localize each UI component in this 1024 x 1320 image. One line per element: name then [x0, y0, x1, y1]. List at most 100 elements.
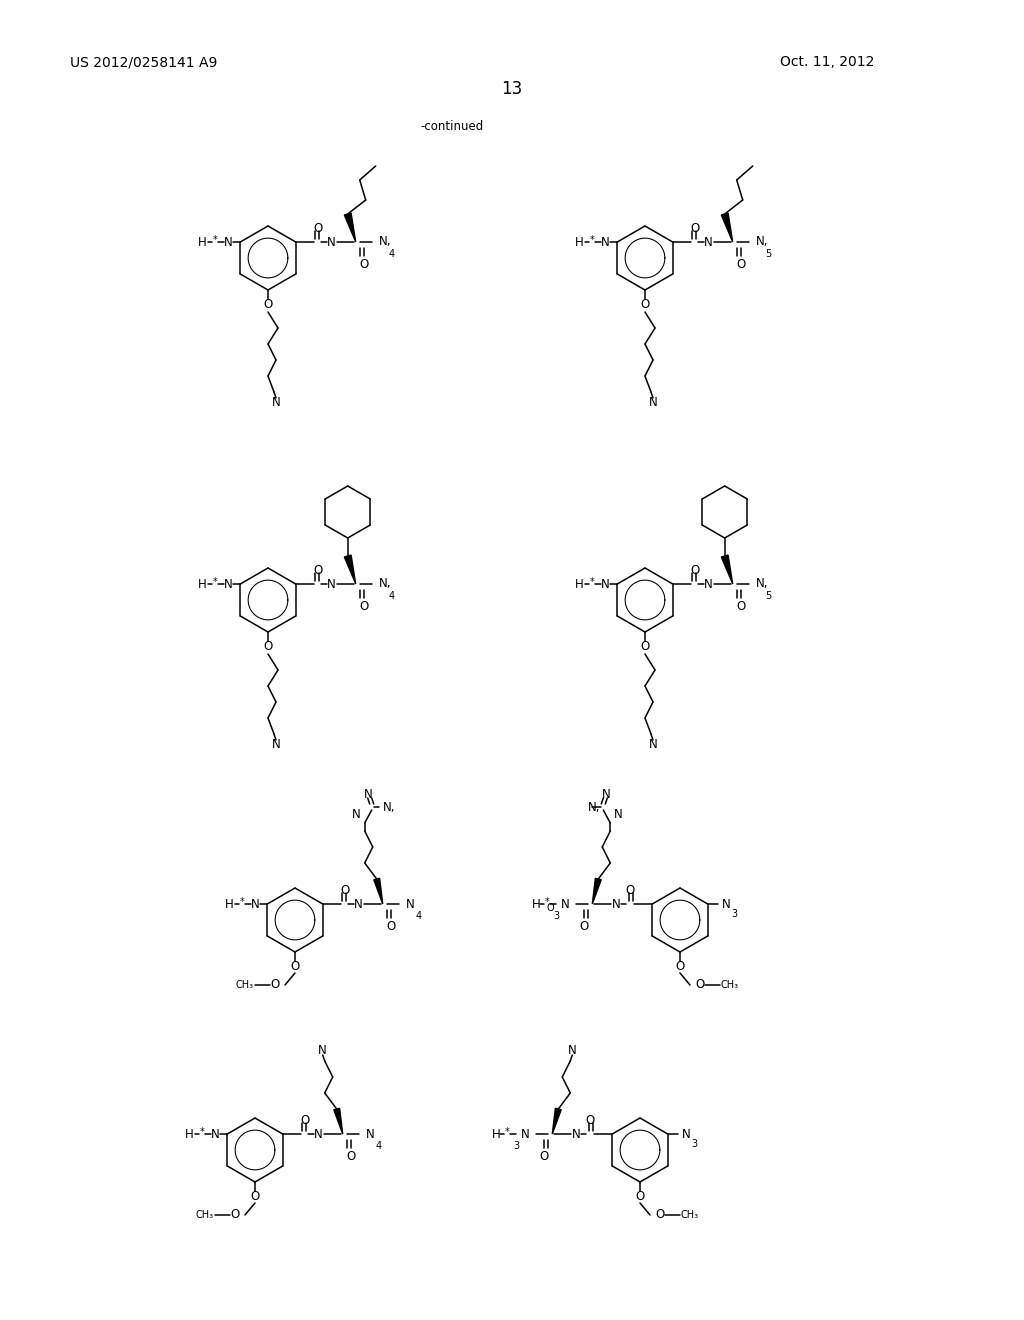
Text: N: N — [352, 808, 361, 821]
Text: N: N — [251, 898, 260, 911]
Polygon shape — [374, 878, 383, 904]
Text: 4: 4 — [389, 249, 395, 259]
Text: N: N — [211, 1127, 220, 1140]
Text: 4: 4 — [416, 911, 422, 921]
Text: O: O — [640, 298, 649, 312]
Text: H: H — [492, 1127, 501, 1140]
Text: N: N — [572, 1127, 581, 1140]
Text: N,: N, — [379, 235, 391, 248]
Text: CH₃: CH₃ — [196, 1210, 214, 1220]
Text: O: O — [540, 1150, 549, 1163]
Text: H: H — [185, 1127, 194, 1140]
Text: N: N — [722, 898, 730, 911]
Text: O: O — [313, 564, 323, 577]
Text: 3: 3 — [513, 1140, 519, 1151]
Text: O: O — [586, 1114, 595, 1126]
Text: N: N — [224, 578, 232, 590]
Text: H: H — [198, 578, 207, 590]
Text: 3: 3 — [732, 909, 737, 919]
Text: CH₃: CH₃ — [721, 979, 739, 990]
Text: O: O — [580, 920, 589, 932]
Text: -continued: -continued — [420, 120, 483, 133]
Polygon shape — [552, 1109, 561, 1134]
Polygon shape — [592, 878, 601, 904]
Text: O: O — [655, 1209, 665, 1221]
Text: H: H — [531, 898, 541, 911]
Text: O: O — [291, 961, 300, 974]
Text: N: N — [602, 788, 610, 801]
Text: O: O — [626, 883, 635, 896]
Text: O: O — [359, 257, 369, 271]
Text: 4: 4 — [389, 591, 395, 601]
Text: 3: 3 — [691, 1139, 697, 1148]
Text: N: N — [705, 235, 713, 248]
Text: N: N — [705, 578, 713, 590]
Text: O: O — [736, 599, 745, 612]
Text: O: O — [300, 1114, 309, 1126]
Text: O: O — [676, 961, 685, 974]
Text: N: N — [314, 1127, 324, 1140]
Text: N: N — [328, 235, 336, 248]
Text: N: N — [271, 396, 281, 408]
Text: O: O — [640, 640, 649, 653]
Text: N: N — [612, 898, 621, 911]
Text: O: O — [230, 1209, 240, 1221]
Text: N: N — [568, 1044, 577, 1057]
Text: O: O — [736, 257, 745, 271]
Text: N: N — [601, 578, 609, 590]
Text: *: * — [213, 577, 218, 587]
Text: N: N — [328, 578, 336, 590]
Text: O: O — [313, 222, 323, 235]
Text: 13: 13 — [502, 81, 522, 98]
Text: N,: N, — [588, 800, 601, 813]
Text: *: * — [590, 577, 595, 587]
Text: O: O — [359, 599, 369, 612]
Text: N: N — [365, 788, 373, 801]
Text: *: * — [213, 235, 218, 246]
Text: 5: 5 — [766, 591, 772, 601]
Text: N: N — [406, 898, 415, 911]
Text: O: O — [346, 1150, 355, 1163]
Text: CH₃: CH₃ — [236, 979, 254, 990]
Text: *: * — [545, 898, 550, 907]
Polygon shape — [721, 554, 733, 583]
Text: N: N — [648, 738, 657, 751]
Text: O: O — [263, 298, 272, 312]
Text: H: H — [574, 235, 584, 248]
Polygon shape — [334, 1109, 343, 1134]
Text: N: N — [318, 1044, 327, 1057]
Text: O: O — [251, 1191, 260, 1204]
Text: O: O — [695, 978, 705, 991]
Text: O: O — [547, 903, 554, 913]
Text: N: N — [601, 235, 609, 248]
Text: O: O — [690, 222, 699, 235]
Text: *: * — [590, 235, 595, 246]
Text: 4: 4 — [376, 1140, 382, 1151]
Text: *: * — [240, 898, 245, 907]
Polygon shape — [344, 213, 355, 242]
Polygon shape — [344, 554, 355, 583]
Text: US 2012/0258141 A9: US 2012/0258141 A9 — [70, 55, 217, 69]
Text: O: O — [386, 920, 395, 932]
Text: O: O — [690, 564, 699, 577]
Text: N: N — [682, 1127, 690, 1140]
Text: O: O — [635, 1191, 645, 1204]
Text: H: H — [574, 578, 584, 590]
Text: CH₃: CH₃ — [681, 1210, 699, 1220]
Text: N: N — [648, 396, 657, 408]
Text: N,: N, — [383, 800, 395, 813]
Text: N,: N, — [756, 235, 768, 248]
Text: O: O — [340, 883, 349, 896]
Text: N: N — [614, 808, 623, 821]
Text: H: H — [225, 898, 233, 911]
Text: 3: 3 — [553, 911, 559, 921]
Text: *: * — [200, 1127, 205, 1137]
Text: N,: N, — [379, 578, 391, 590]
Text: *: * — [505, 1127, 510, 1137]
Text: H: H — [198, 235, 207, 248]
Text: N: N — [271, 738, 281, 751]
Text: O: O — [263, 640, 272, 653]
Text: N: N — [224, 235, 232, 248]
Polygon shape — [721, 213, 733, 242]
Text: N: N — [560, 898, 569, 911]
